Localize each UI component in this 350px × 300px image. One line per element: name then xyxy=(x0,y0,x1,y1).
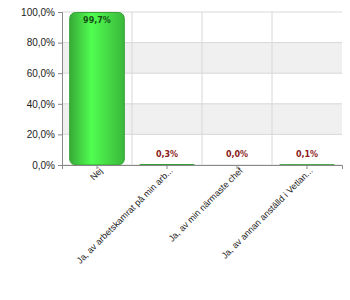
x-axis: NejJa, av arbetskamrat på min arb...Ja, … xyxy=(63,165,343,266)
data-label: 0,0% xyxy=(226,150,248,159)
data-label: 99,7% xyxy=(83,16,111,25)
y-axis: 0,0% 20,0% 40,0% 60,0% 80,0% 100,0% xyxy=(21,7,62,171)
bars xyxy=(70,12,335,165)
grid-line-vertical xyxy=(202,12,203,165)
y-axis-line xyxy=(58,13,63,166)
y-tick-mark xyxy=(58,134,62,135)
y-tick: 80,0% xyxy=(27,37,62,48)
y-tick-label: 60,0% xyxy=(27,68,55,79)
bar xyxy=(140,164,195,165)
x-tick-label: Ja, av min närmaste chef xyxy=(166,165,245,244)
y-tick-label: 20,0% xyxy=(27,129,55,140)
plot: 0,0%20,0%40,0%60,0%80,0%100,0%NejJa, av … xyxy=(21,7,342,266)
x-tick-label: Nej xyxy=(88,166,105,183)
x-axis-line xyxy=(63,166,343,170)
x-tick-label: Ja, av annan anställd i Vetlan... xyxy=(219,166,314,261)
grid-line-vertical xyxy=(272,12,273,165)
y-tick-mark xyxy=(58,43,62,44)
x-tick: Ja, av min närmaste chef xyxy=(166,165,245,244)
plot-background xyxy=(62,12,342,165)
y-tick-mark xyxy=(58,73,62,74)
y-tick: 100,0% xyxy=(21,7,62,18)
data-label: 0,1% xyxy=(296,150,318,159)
y-tick-label: 100,0% xyxy=(21,7,55,18)
x-tick: Nej xyxy=(88,165,105,182)
x-tick: Ja, av arbetskamrat på min arb... xyxy=(75,165,175,266)
data-labels: 99,7% 0,3% 0,0% 0,1% xyxy=(83,16,318,159)
grid-line-vertical xyxy=(132,12,133,165)
y-tick-label: 0,0% xyxy=(32,160,55,171)
y-tick: 60,0% xyxy=(27,68,62,79)
y-tick-mark xyxy=(58,104,62,105)
bar xyxy=(210,165,265,166)
y-tick-mark xyxy=(58,165,62,166)
y-tick: 40,0% xyxy=(27,99,62,110)
bar xyxy=(280,164,335,165)
data-label: 0,3% xyxy=(156,150,178,159)
y-tick-label: 80,0% xyxy=(27,37,55,48)
x-tick-label: Ja, av arbetskamrat på min arb... xyxy=(75,166,175,266)
y-tick-label: 40,0% xyxy=(27,99,55,110)
y-tick: 20,0% xyxy=(27,129,62,140)
bar xyxy=(70,12,125,165)
y-tick-mark xyxy=(58,12,62,13)
chart: 0,0%20,0%40,0%60,0%80,0%100,0%NejJa, av … xyxy=(0,0,350,300)
y-tick: 0,0% xyxy=(32,160,62,171)
x-tick: Ja, av annan anställd i Vetlan... xyxy=(219,165,314,261)
